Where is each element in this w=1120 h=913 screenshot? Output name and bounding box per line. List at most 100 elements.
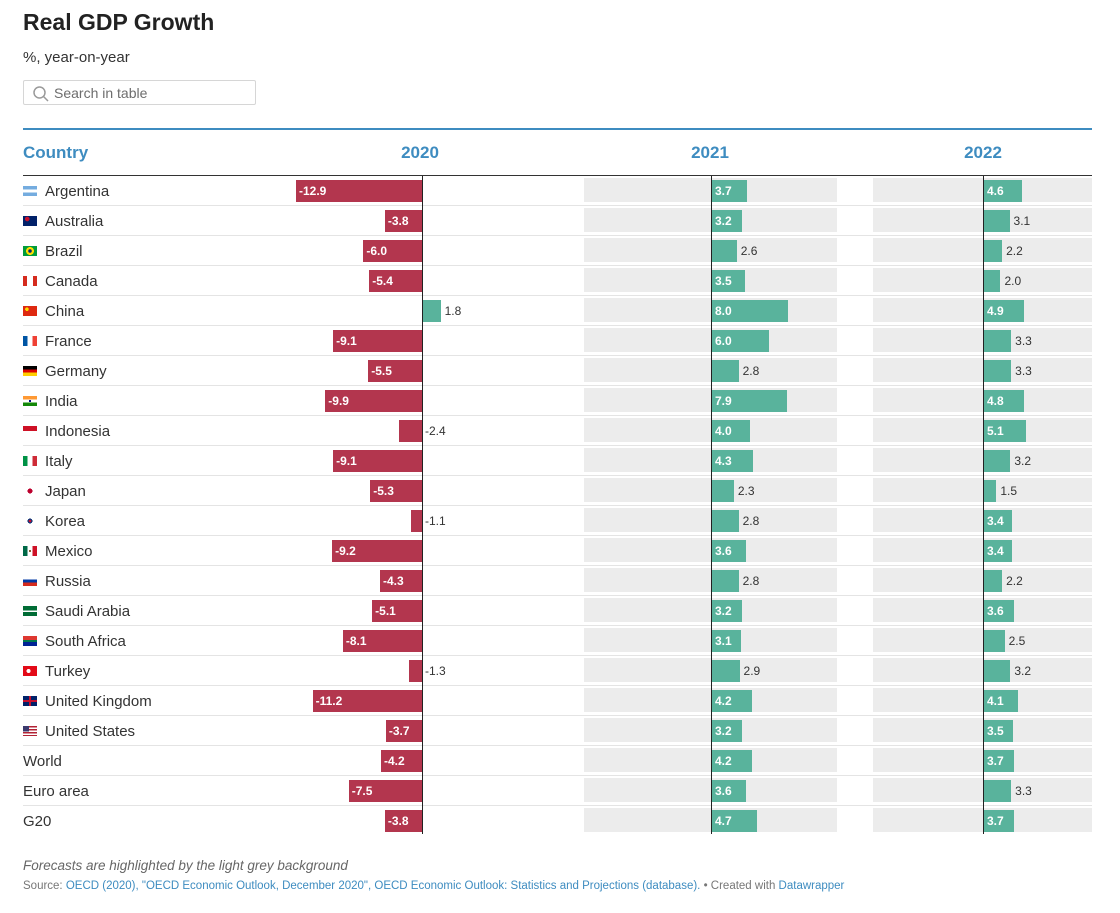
header-rule [23, 175, 1092, 176]
bar-2021-france [712, 330, 769, 352]
value-label-2022-china: 4.9 [987, 304, 1004, 318]
bar-2021-south-africa [712, 630, 742, 652]
value-label-2022-brazil: 2.2 [1006, 244, 1023, 258]
bar-2021-united-kingdom [712, 690, 752, 712]
flag-united-states-icon [23, 726, 37, 736]
value-label-2021-g20: 4.7 [715, 814, 732, 828]
bar-2022-argentina [984, 180, 1022, 202]
table-top-rule [23, 128, 1092, 130]
forecast-band-2022-russia [873, 568, 1092, 592]
source-link[interactable]: OECD (2020), "OECD Economic Outlook, Dec… [65, 880, 701, 892]
value-label-2021-france: 6.0 [715, 334, 732, 348]
bar-2020-australia [384, 210, 422, 232]
bar-2021-australia [712, 210, 743, 232]
chart-subtitle: %, year-on-year [23, 49, 130, 66]
chart-title: Real GDP Growth [23, 9, 215, 35]
value-label-2020-brazil: -6.0 [366, 244, 388, 258]
bar-2022-india [984, 390, 1024, 412]
row-divider [23, 205, 1092, 206]
value-label-2021-russia: 2.8 [742, 574, 760, 588]
value-label-2020-italy: -9.1 [336, 454, 357, 468]
forecast-band-2022-south-africa [873, 628, 1092, 652]
forecast-band-2022-brazil [873, 238, 1092, 262]
country-name: France [45, 332, 92, 350]
country-label-euro-area: Euro area [23, 781, 89, 801]
bar-2022-mexico [984, 540, 1012, 562]
forecast-band-2021-brazil [584, 238, 837, 262]
zero-axis-2022 [983, 176, 984, 834]
value-label-2021-euro-area: 3.6 [715, 784, 732, 798]
bar-2021-russia [712, 570, 739, 592]
forecast-band-2022-india [873, 388, 1092, 412]
forecast-band-2021-australia [584, 208, 837, 232]
value-label-2022-saudi-arabia: 3.6 [987, 604, 1004, 618]
value-label-2021-germany: 2.8 [742, 364, 760, 378]
row-divider [23, 505, 1092, 506]
forecast-band-2021-italy [584, 448, 837, 472]
bar-2022-korea [984, 510, 1012, 532]
column-header-2020[interactable]: 2020 [401, 143, 439, 162]
table-row-g20: G20 -3.8 4.7 3.7 [0, 806, 1120, 836]
bar-2021-korea [712, 510, 739, 532]
bar-2021-italy [712, 450, 753, 472]
bar-2021-brazil [712, 240, 737, 262]
table-row-canada: Canada -5.4 3.5 2.0 [0, 266, 1120, 296]
value-label-2020-indonesia: -2.4 [425, 424, 446, 438]
country-label-france: France [23, 331, 92, 351]
value-label-2022-germany: 3.3 [1015, 364, 1032, 378]
row-divider [23, 805, 1092, 806]
country-label-australia: Australia [23, 211, 103, 231]
bar-2022-united-kingdom [984, 690, 1018, 712]
forecast-band-2021-germany [584, 358, 837, 382]
country-name: South Africa [45, 632, 126, 650]
bar-2021-japan [712, 480, 734, 502]
value-label-2020-argentina: -12.9 [299, 184, 327, 198]
country-label-canada: Canada [23, 271, 98, 291]
forecast-band-2022-italy [873, 448, 1092, 472]
bar-2020-brazil [363, 240, 422, 262]
value-label-2021-indonesia: 4.0 [715, 424, 732, 438]
bar-2022-france [984, 330, 1012, 352]
bar-2020-world [380, 750, 422, 772]
datawrapper-link[interactable]: Datawrapper [778, 880, 845, 892]
table-row-united-states: United States -3.7 3.2 3.5 [0, 716, 1120, 746]
forecast-band-2021-saudi-arabia [584, 598, 837, 622]
value-label-2022-japan: 1.5 [1000, 484, 1018, 498]
bar-2020-united-kingdom [312, 690, 422, 712]
value-label-2022-g20: 3.7 [987, 814, 1004, 828]
bar-2021-india [712, 390, 788, 412]
bar-2020-korea [411, 510, 422, 532]
column-header-country[interactable]: Country [23, 143, 89, 162]
bar-2022-saudi-arabia [984, 600, 1014, 622]
country-name: Indonesia [45, 422, 111, 440]
column-header-2021[interactable]: 2021 [691, 143, 729, 162]
flag-japan-icon [23, 486, 37, 496]
bar-2022-italy [984, 450, 1011, 472]
row-divider [23, 715, 1092, 716]
column-header-2022[interactable]: 2022 [964, 143, 1002, 162]
bar-2021-argentina [712, 180, 748, 202]
country-label-united-states: United States [23, 721, 135, 741]
table-row-korea: Korea -1.1 2.8 3.4 [0, 506, 1120, 536]
forecast-band-2022-korea [873, 508, 1092, 532]
flag-mexico-icon [23, 546, 37, 556]
country-label-turkey: Turkey [23, 661, 90, 681]
flag-china-icon [23, 306, 37, 316]
value-label-2020-mexico: -9.2 [335, 544, 356, 558]
flag-united-kingdom-icon [23, 696, 37, 706]
value-label-2020-world: -4.2 [383, 754, 405, 768]
forecast-band-2021-russia [584, 568, 837, 592]
value-label-2020-russia: -4.3 [383, 574, 404, 588]
bar-2020-euro-area [348, 780, 422, 802]
country-label-south-africa: South Africa [23, 631, 126, 651]
flag-korea-icon [23, 516, 37, 526]
search-input[interactable]: Search in table [23, 80, 256, 105]
value-label-2020-turkey: -1.3 [425, 664, 446, 678]
value-label-2020-g20: -3.8 [387, 814, 409, 828]
country-name: World [23, 752, 62, 770]
country-name: Mexico [45, 542, 93, 560]
value-label-2022-argentina: 4.6 [987, 184, 1004, 198]
row-divider [23, 475, 1092, 476]
flag-turkey-icon [23, 666, 37, 676]
forecast-band-2021-g20 [584, 808, 837, 832]
